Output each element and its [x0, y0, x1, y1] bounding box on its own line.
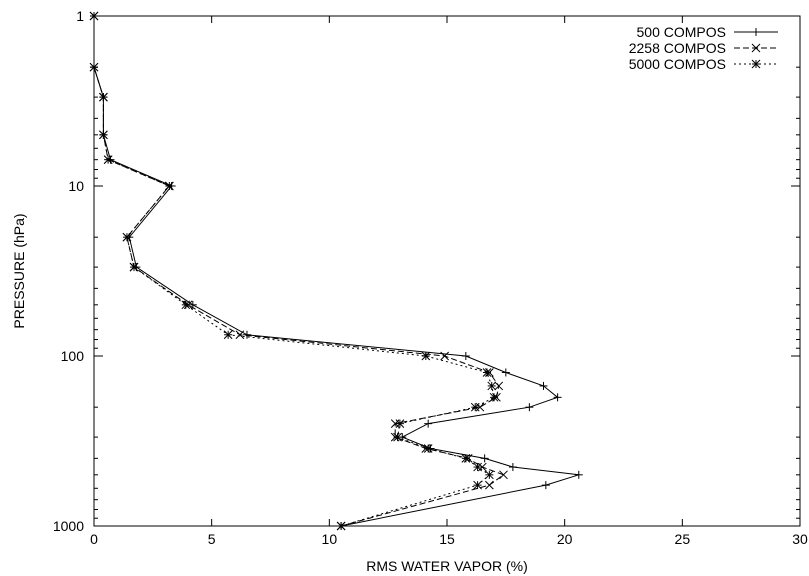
y-tick-label: 10 [68, 178, 84, 194]
data-point-star-marker [423, 444, 433, 453]
data-point-star-marker [751, 59, 761, 69]
x-tick-label: 20 [557, 531, 573, 547]
legend-label: 2258 COMPOS [629, 40, 726, 56]
x-axis-label: RMS WATER VAPOR (%) [366, 558, 528, 574]
data-point-star-marker [129, 262, 139, 272]
data-point-star-marker [99, 92, 108, 102]
data-point-star-marker [487, 381, 497, 391]
data-point-x-marker [235, 330, 245, 340]
series-layer [89, 11, 583, 531]
x-tick-label: 10 [322, 531, 338, 547]
data-point-star-marker [489, 392, 499, 402]
y-axis: 1 10 100 1000 [53, 8, 800, 534]
x-tick-label: 5 [208, 531, 216, 547]
data-point-star-marker [89, 11, 99, 21]
data-point-plus-marker [539, 381, 548, 390]
data-point-x-marker [751, 43, 761, 53]
data-point-star-marker [122, 232, 132, 242]
data-point-star-marker [223, 330, 233, 340]
series-line [93, 16, 579, 527]
data-point-plus-marker [525, 403, 534, 412]
y-tick-label: 1 [76, 8, 84, 24]
series-line [93, 16, 495, 527]
data-point-plus-marker [242, 330, 251, 339]
data-point-plus-marker [574, 470, 583, 479]
series-2 [89, 11, 508, 531]
data-point-star-marker [470, 402, 480, 412]
data-point-x-marker [485, 480, 494, 490]
data-point-star-marker [482, 368, 492, 377]
data-point-plus-marker [508, 463, 517, 472]
legend-label: 500 COMPOS [637, 24, 726, 40]
data-point-star-marker [181, 300, 191, 310]
data-point-star-marker [473, 480, 482, 490]
data-point-star-marker [421, 351, 431, 361]
y-axis-label: PRESSURE (hPa) [11, 213, 27, 328]
legend-label: 5000 COMPOS [629, 56, 726, 72]
data-point-x-marker [494, 381, 504, 391]
data-point-plus-marker [461, 352, 470, 360]
data-point-star-marker [103, 155, 113, 165]
data-point-star-marker [89, 62, 99, 72]
data-point-plus-marker [541, 481, 550, 490]
x-tick-label: 25 [675, 531, 691, 547]
data-point-plus-marker [553, 393, 562, 402]
data-point-star-marker [393, 432, 402, 442]
x-tick-label: 15 [439, 531, 455, 547]
series-1 [90, 12, 583, 530]
data-point-plus-marker [424, 419, 433, 428]
data-point-plus-marker [501, 368, 510, 377]
series-3 [89, 11, 499, 531]
data-point-star-marker [164, 181, 174, 191]
data-point-plus-marker [480, 454, 489, 463]
y-tick-label: 1000 [53, 518, 84, 534]
data-point-x-marker [440, 351, 450, 361]
data-point-star-marker [461, 453, 471, 463]
x-tick-label: 30 [792, 531, 808, 547]
data-point-x-marker [499, 470, 508, 480]
data-point-star-marker [473, 462, 482, 472]
x-tick-label: 0 [90, 531, 98, 547]
data-point-plus-marker [752, 28, 760, 36]
y-tick-label: 100 [61, 348, 85, 364]
data-point-star-marker [395, 419, 405, 429]
data-point-star-marker [485, 470, 494, 480]
data-point-star-marker [99, 130, 108, 140]
data-point-star-marker [336, 521, 346, 531]
x-axis: 0 5 10 15 20 25 30 [90, 16, 808, 547]
series-line [93, 16, 505, 527]
plot-area-frame [93, 15, 801, 527]
